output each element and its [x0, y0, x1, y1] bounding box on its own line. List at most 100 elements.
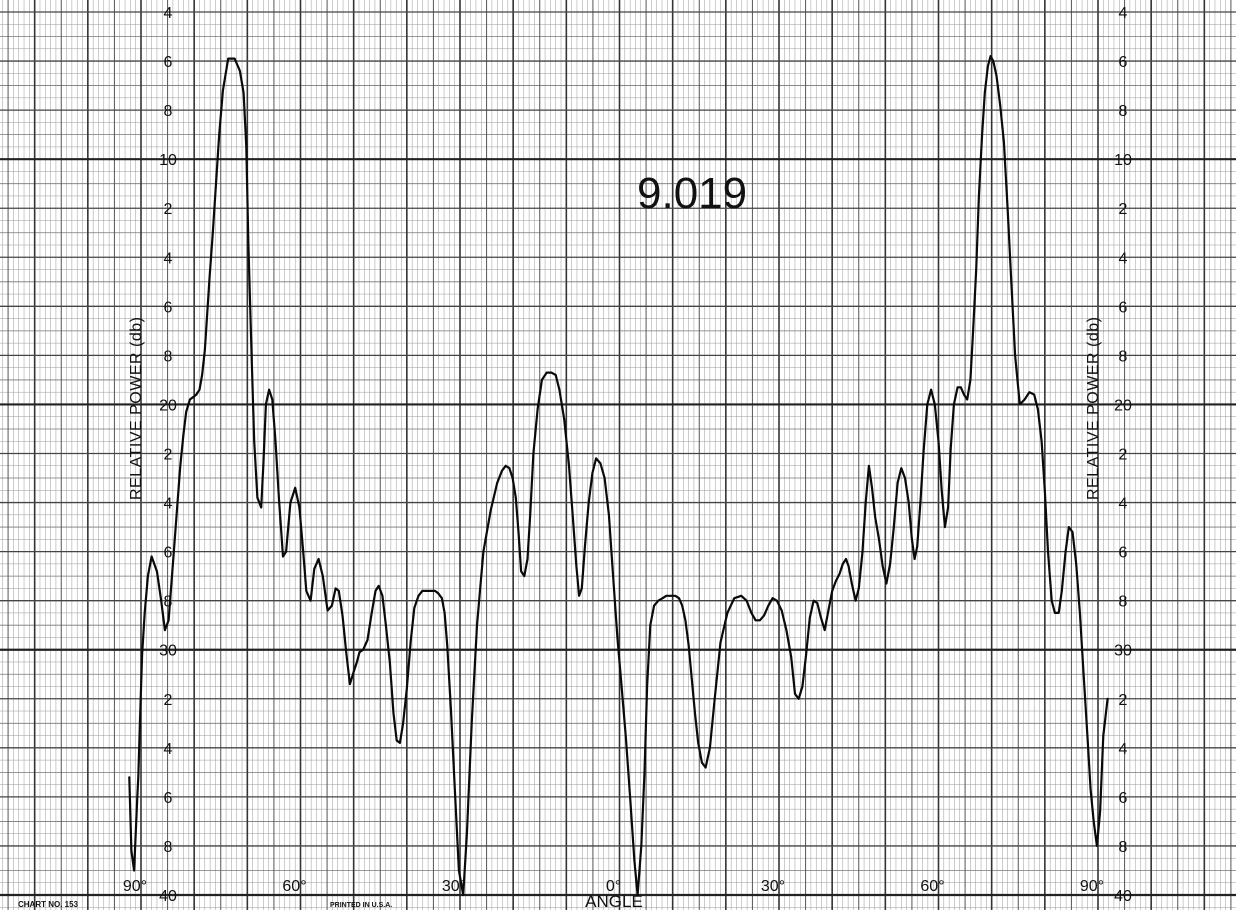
data-point — [529, 513, 532, 516]
y-tick-label-left: 6 — [164, 54, 173, 71]
data-point — [317, 558, 320, 560]
y-tick-label-right: 8 — [1119, 839, 1128, 856]
data-point — [854, 599, 857, 602]
y-tick-label-left: 2 — [164, 692, 173, 709]
data-point — [331, 604, 333, 607]
data-point — [889, 563, 891, 565]
data-point — [1075, 563, 1078, 565]
y-tick-label-right: 8 — [1119, 348, 1128, 365]
data-point — [1089, 788, 1092, 791]
data-point — [911, 538, 913, 541]
y-tick-label-right: 6 — [1119, 299, 1128, 316]
data-point — [885, 582, 888, 585]
y-tick-label-right: 8 — [1119, 103, 1128, 120]
x-tick-label: 90° — [123, 878, 147, 895]
data-point — [1082, 673, 1085, 676]
data-point — [470, 722, 473, 725]
data-point — [211, 231, 214, 234]
data-point — [801, 685, 804, 688]
data-point — [262, 464, 265, 467]
data-point — [629, 796, 631, 798]
data-point — [362, 648, 365, 651]
data-point — [684, 619, 687, 622]
data-point — [482, 550, 485, 553]
stamp-number: 9.019 — [637, 169, 747, 218]
data-point — [133, 869, 136, 872]
data-point — [831, 590, 834, 592]
data-point — [141, 653, 144, 656]
data-point — [690, 678, 693, 681]
data-point — [550, 371, 553, 374]
data-point — [253, 440, 256, 443]
data-point — [443, 612, 446, 614]
data-point — [421, 590, 424, 592]
data-point — [612, 575, 614, 577]
data-point — [203, 349, 206, 352]
data-point — [827, 609, 830, 612]
data-point — [413, 607, 416, 609]
x-tick-label: 60° — [920, 878, 944, 895]
data-point — [374, 590, 377, 592]
data-point — [771, 597, 774, 600]
data-point — [580, 587, 583, 590]
data-point — [341, 614, 344, 617]
data-point — [966, 398, 969, 401]
data-point — [975, 268, 978, 271]
y-tick-label-left: 10 — [159, 152, 177, 169]
data-point — [462, 894, 465, 896]
data-point — [868, 464, 870, 467]
data-point — [313, 567, 316, 570]
data-point — [643, 771, 646, 774]
data-point — [981, 133, 983, 136]
data-point — [334, 587, 337, 590]
data-point — [271, 398, 274, 401]
data-point — [511, 477, 514, 479]
data-point — [242, 92, 245, 94]
data-point — [878, 538, 880, 541]
data-point — [963, 393, 965, 396]
data-point — [179, 464, 182, 467]
data-point — [701, 761, 703, 764]
data-point — [430, 590, 433, 592]
data-point — [780, 609, 783, 612]
y-tick-label-left: 2 — [164, 201, 173, 218]
data-point — [956, 386, 959, 389]
data-point — [172, 563, 174, 565]
data-point — [595, 457, 597, 460]
data-point — [940, 489, 943, 492]
data-point — [496, 482, 499, 484]
data-point — [356, 661, 358, 663]
data-point — [405, 688, 408, 690]
data-point — [896, 482, 899, 484]
data-point — [358, 651, 361, 654]
data-point — [514, 496, 517, 499]
pattern-series — [128, 55, 1109, 897]
data-point — [874, 516, 877, 519]
data-point — [189, 398, 191, 401]
data-point — [1086, 734, 1089, 737]
data-point — [454, 796, 457, 798]
data-point — [1023, 398, 1026, 401]
data-point — [1033, 393, 1036, 396]
data-point — [704, 766, 707, 769]
data-point — [713, 697, 716, 700]
data-point — [930, 388, 932, 391]
data-point — [517, 531, 520, 533]
data-point — [326, 609, 329, 612]
x-axis-title: ANGLE — [585, 892, 643, 910]
y-axis-title-right: RELATIVE POWER (db) — [1085, 317, 1102, 500]
data-point — [156, 570, 158, 573]
data-point — [983, 92, 986, 94]
data-point — [599, 462, 602, 465]
data-point — [441, 597, 443, 600]
data-point — [785, 629, 788, 631]
data-point — [370, 612, 373, 614]
data-point — [366, 639, 369, 641]
data-point — [674, 594, 677, 597]
data-point — [776, 599, 778, 602]
data-point — [919, 501, 922, 504]
data-point — [377, 585, 380, 587]
